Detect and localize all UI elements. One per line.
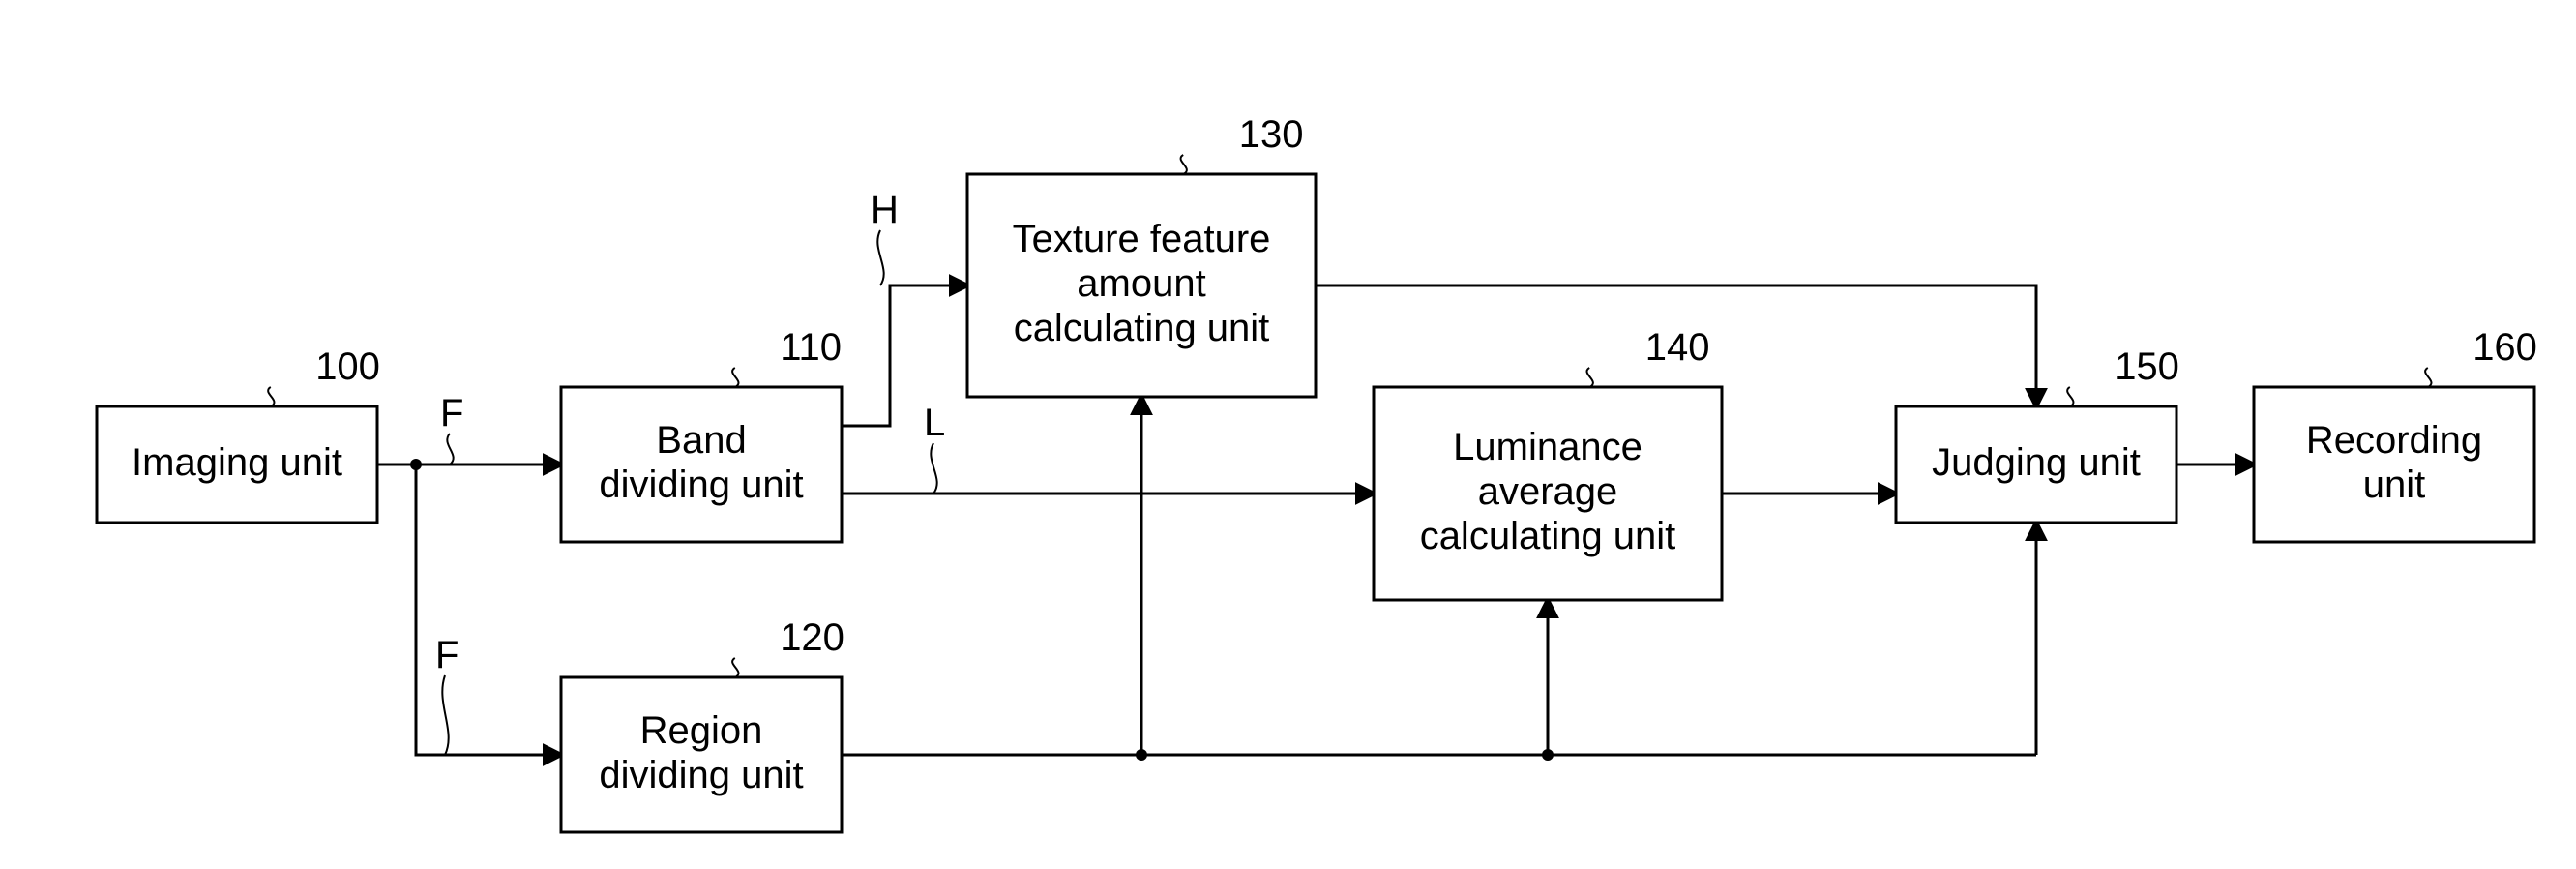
signal-L: L xyxy=(924,402,945,444)
wire-band-to-texture xyxy=(842,285,967,426)
imaging-ref-connector xyxy=(268,387,274,406)
recording-label: Recording xyxy=(2306,419,2482,462)
region-ref-connector xyxy=(732,658,738,677)
wire-imaging-to-region xyxy=(416,464,561,755)
imaging-label: Imaging unit xyxy=(132,441,342,484)
lum-label: average xyxy=(1478,470,1618,513)
texture-label: calculating unit xyxy=(1014,307,1270,349)
recording-ref: 160 xyxy=(2472,326,2537,369)
texture-label: Texture feature xyxy=(1013,218,1271,260)
band-ref: 110 xyxy=(780,326,842,369)
band-ref-connector xyxy=(732,368,738,387)
band-label: dividing unit xyxy=(599,464,803,506)
region-label: Region xyxy=(640,709,763,752)
signal-F2-connector xyxy=(442,675,448,755)
signal-H: H xyxy=(871,189,899,231)
signal-H-connector xyxy=(877,230,883,285)
recording-ref-connector xyxy=(2425,368,2431,387)
band-label: Band xyxy=(656,419,746,462)
junction-imaging xyxy=(410,459,422,470)
block-diagram: Imaging unit100Banddividing unit110Regio… xyxy=(0,0,2576,869)
lum-ref-connector xyxy=(1587,368,1593,387)
texture-ref-connector xyxy=(1181,155,1187,174)
region-ref: 120 xyxy=(780,616,844,659)
recording-label: unit xyxy=(2363,464,2426,506)
signal-F2: F xyxy=(435,634,459,676)
judging-ref-connector xyxy=(2067,387,2073,406)
signal-F1-connector xyxy=(447,434,453,464)
signal-L-connector xyxy=(931,443,936,494)
lum-ref: 140 xyxy=(1645,326,1710,369)
texture-label: amount xyxy=(1077,262,1205,305)
region-label: dividing unit xyxy=(599,754,803,796)
texture-ref: 130 xyxy=(1239,113,1304,156)
imaging-ref: 100 xyxy=(315,345,380,388)
judging-ref: 150 xyxy=(2115,345,2179,388)
signal-F1: F xyxy=(440,392,463,434)
lum-label: calculating unit xyxy=(1420,515,1676,557)
lum-label: Luminance xyxy=(1453,426,1643,468)
judging-label: Judging unit xyxy=(1932,441,2141,484)
